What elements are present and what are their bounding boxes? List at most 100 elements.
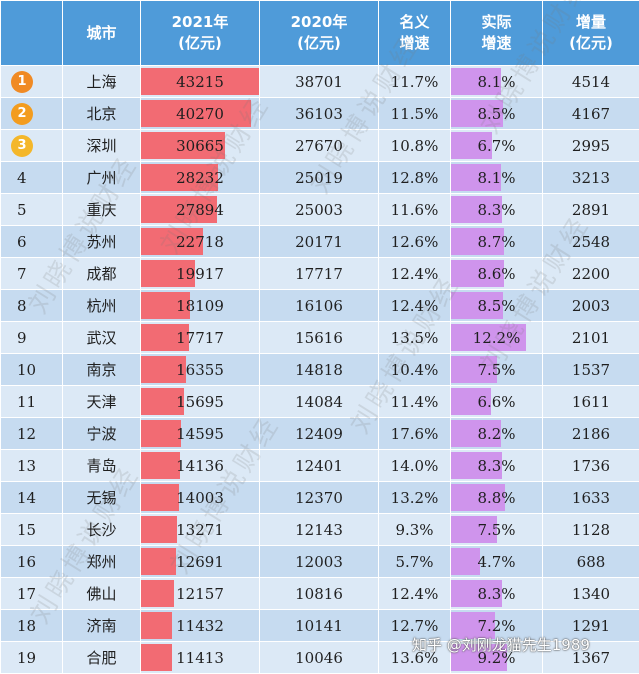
increase-cell: 1128 [543,514,639,546]
increase-cell: 1340 [543,578,639,610]
rank-cell: 8 [1,290,63,322]
nominal-growth-cell-value: 14.0% [391,457,439,475]
rank-number: 4 [17,169,27,187]
gdp-2021-cell-value: 18109 [176,297,224,315]
gdp-2020-cell-value: 14084 [295,393,343,411]
nominal-growth-cell-value: 12.4% [391,585,439,603]
nominal-growth-cell-value: 5.7% [395,553,433,571]
increase-cell: 2548 [543,226,639,258]
gdp-2020-cell-value: 12143 [295,521,343,539]
increase-cell-value: 1633 [572,489,610,507]
gdp-2021-cell: 40270 [141,98,260,130]
rank-number: 12 [17,425,36,443]
gdp-2021-cell-value: 11432 [176,617,224,635]
increase-cell: 1367 [543,642,639,674]
nominal-growth-cell-value: 11.6% [391,201,439,219]
increase-cell: 2200 [543,258,639,290]
city-cell-value: 青岛 [86,457,116,475]
gdp-2020-cell: 10816 [260,578,379,610]
gdp-2021-cell: 30665 [141,130,260,162]
real-growth-cell-value: 7.5% [477,521,515,539]
bar-gdp-mark [141,420,181,447]
increase-cell: 3213 [543,162,639,194]
real-growth-cell-value: 8.1% [477,169,515,187]
city-cell: 武汉 [63,322,141,354]
gdp-2021-cell: 15695 [141,386,260,418]
gdp-2021-cell: 17717 [141,322,260,354]
real-growth-cell-value: 8.5% [477,105,515,123]
increase-cell-value: 2003 [572,297,610,315]
gdp-2020-cell: 12143 [260,514,379,546]
gdp-2021-cell-value: 16355 [176,361,224,379]
city-cell-value: 济南 [86,617,116,635]
gdp-2020-cell: 12409 [260,418,379,450]
increase-cell: 4167 [543,98,639,130]
rank-number: 18 [17,617,36,635]
city-cell: 郑州 [63,546,141,578]
real-growth-cell: 7.5% [451,354,543,386]
nominal-growth-cell: 13.6% [379,642,451,674]
gdp-2020-cell: 10141 [260,610,379,642]
nominal-growth-cell-value: 11.5% [391,105,439,123]
city-cell: 宁波 [63,418,141,450]
real-growth-cell-value: 8.2% [477,425,515,443]
rank-cell: 17 [1,578,63,610]
rank-number: 15 [17,521,36,539]
gdp-2021-cell: 43215 [141,66,260,98]
gdp-2021-cell: 14003 [141,482,260,514]
increase-cell-value: 2995 [572,137,610,155]
nominal-growth-cell: 11.4% [379,386,451,418]
nominal-growth-cell-value: 10.8% [391,137,439,155]
gdp-2020-cell-value: 10816 [295,585,343,603]
gdp-2020-cell: 27670 [260,130,379,162]
gdp-2020-cell: 12003 [260,546,379,578]
city-cell-value: 成都 [86,265,116,283]
real-growth-cell: 7.2% [451,610,543,642]
real-growth-cell-value: 6.7% [477,137,515,155]
header-nominal-growth: 名义增速 [379,1,451,66]
gdp-2021-cell-value: 17717 [176,329,224,347]
gdp-2020-cell-value: 12409 [295,425,343,443]
nominal-growth-cell: 14.0% [379,450,451,482]
city-cell-value: 合肥 [86,649,116,667]
gdp-2021-cell: 28232 [141,162,260,194]
rank-cell: 13 [1,450,63,482]
header-city: 城市 [63,1,141,66]
nominal-growth-cell-value: 12.4% [391,265,439,283]
real-growth-cell: 4.7% [451,546,543,578]
rank-number: 11 [17,393,36,411]
increase-cell-value: 2200 [572,265,610,283]
gdp-2021-cell-value: 13271 [176,521,224,539]
gdp-2021-cell-value: 43215 [176,73,224,91]
increase-cell-value: 1128 [572,521,610,539]
increase-cell-value: 1736 [572,457,610,475]
increase-cell-value: 1291 [572,617,610,635]
nominal-growth-cell: 13.2% [379,482,451,514]
gdp-2021-cell-value: 15695 [176,393,224,411]
increase-cell: 4514 [543,66,639,98]
gdp-2020-cell-value: 12003 [295,553,343,571]
gdp-2020-cell-value: 12401 [295,457,343,475]
gdp-2020-cell: 14084 [260,386,379,418]
increase-cell: 1291 [543,610,639,642]
real-growth-cell: 8.1% [451,66,543,98]
rank-cell: 11 [1,386,63,418]
gdp-2021-cell-value: 14595 [176,425,224,443]
city-cell: 南京 [63,354,141,386]
nominal-growth-cell-value: 17.6% [391,425,439,443]
nominal-growth-cell-value: 12.4% [391,297,439,315]
gdp-2020-cell-value: 10046 [295,649,343,667]
increase-cell-value: 2186 [572,425,610,443]
gdp-2021-cell-value: 14003 [176,489,224,507]
city-cell: 苏州 [63,226,141,258]
rank-cell: 3 [1,130,63,162]
gdp-2020-cell-value: 25003 [295,201,343,219]
rank-number: 9 [17,329,27,347]
